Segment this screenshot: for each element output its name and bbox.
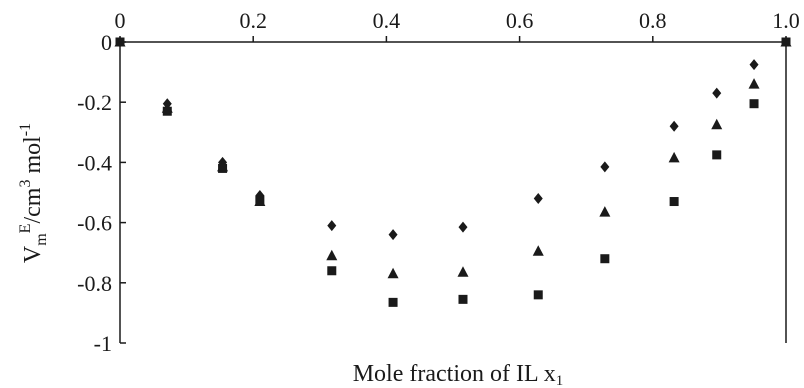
square-marker bbox=[388, 297, 398, 307]
square-marker bbox=[781, 37, 791, 47]
series-square bbox=[115, 37, 791, 307]
y-axis-title-sup: E bbox=[17, 224, 34, 234]
y-axis-title-sub: m bbox=[33, 233, 50, 246]
diamond-marker bbox=[669, 120, 679, 132]
square-marker bbox=[749, 99, 759, 109]
square-marker bbox=[669, 197, 679, 207]
y-axis-title-unit2: mol bbox=[20, 136, 46, 180]
diamond-marker bbox=[533, 193, 543, 205]
y-tick-label: -0.2 bbox=[77, 90, 112, 115]
triangle-marker bbox=[326, 249, 338, 261]
y-tick-label: -0.4 bbox=[77, 150, 112, 175]
x-axis-title: Mole fraction of IL x1 bbox=[353, 361, 564, 388]
x-tick-label: 0.2 bbox=[239, 8, 267, 33]
square-marker bbox=[712, 150, 722, 160]
y-tick-label: -0.8 bbox=[77, 271, 112, 296]
series-triangle bbox=[114, 36, 792, 279]
y-axis-title-unit: /cm bbox=[20, 187, 46, 223]
data-markers bbox=[114, 36, 792, 307]
y-axis-title-unit-sup: 3 bbox=[17, 180, 34, 188]
square-marker bbox=[255, 195, 265, 205]
square-marker bbox=[218, 163, 228, 173]
diamond-marker bbox=[388, 229, 398, 241]
y-axis-title-unit2-sup: -1 bbox=[17, 123, 34, 136]
y-axis-title: VmE/cm3 mol-1 bbox=[17, 123, 50, 263]
x-tick-label: 0.4 bbox=[373, 8, 401, 33]
series-diamond bbox=[115, 36, 791, 241]
diamond-marker bbox=[712, 87, 722, 99]
diamond-marker bbox=[600, 161, 610, 173]
y-tick-label: -0.6 bbox=[77, 211, 112, 236]
y-axis-title-base: V bbox=[20, 245, 46, 263]
triangle-marker bbox=[668, 151, 680, 163]
square-marker bbox=[327, 266, 337, 276]
triangle-marker bbox=[387, 267, 399, 279]
y-tick-label: 0 bbox=[101, 30, 112, 55]
triangle-marker bbox=[748, 78, 760, 89]
diamond-marker bbox=[458, 221, 468, 233]
square-marker bbox=[458, 294, 468, 304]
diamond-marker bbox=[749, 59, 759, 71]
x-tick-label: 0.8 bbox=[639, 8, 667, 33]
square-marker bbox=[600, 254, 610, 264]
x-tick-label: 1.0 bbox=[772, 8, 800, 33]
y-tick-label: -1 bbox=[94, 331, 112, 356]
triangle-marker bbox=[711, 118, 723, 130]
y-ticks: 0 -0.2 -0.4 -0.6 -0.8 -1 bbox=[77, 30, 126, 356]
square-marker bbox=[162, 106, 172, 116]
triangle-marker bbox=[532, 245, 544, 256]
diamond-marker bbox=[327, 220, 337, 232]
square-marker bbox=[533, 290, 543, 300]
triangle-marker bbox=[599, 206, 611, 217]
x-axis-title-text: Mole fraction of IL x bbox=[353, 361, 556, 387]
x-axis-title-subscript: 1 bbox=[556, 373, 564, 388]
triangle-marker bbox=[457, 266, 469, 277]
x-ticks: 0 0.2 0.4 0.6 0.8 1.0 bbox=[115, 8, 800, 42]
square-marker bbox=[115, 37, 125, 47]
x-tick-label: 0.6 bbox=[506, 8, 534, 33]
x-tick-label: 0 bbox=[115, 8, 126, 33]
axes bbox=[119, 41, 787, 343]
